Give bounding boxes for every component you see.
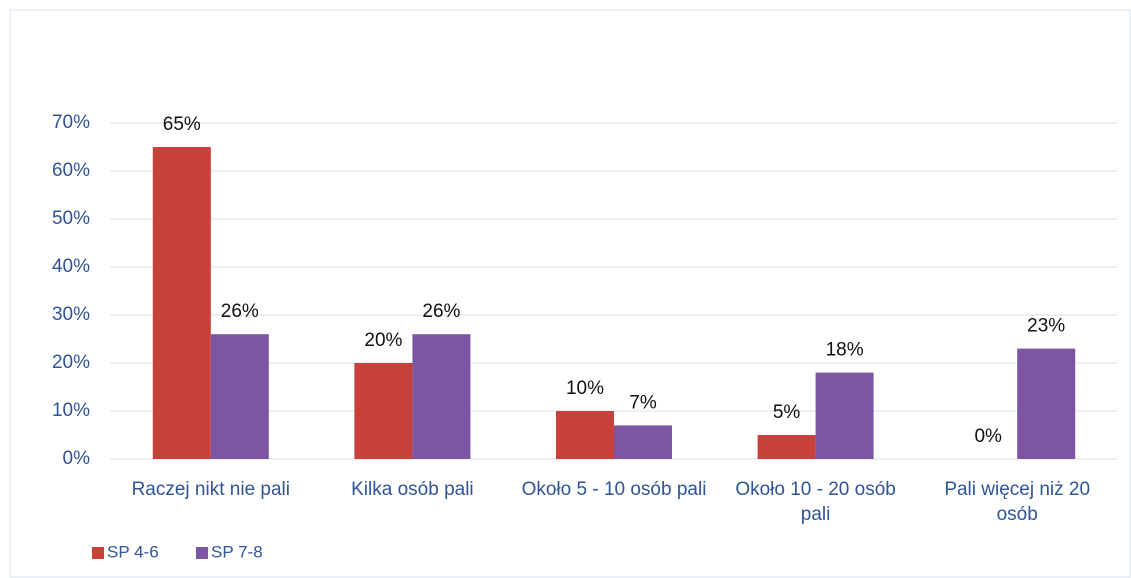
y-tick-label: 70% bbox=[52, 112, 90, 133]
chart-border bbox=[9, 9, 1131, 578]
y-tick-label: 30% bbox=[52, 304, 90, 325]
value-label: 5% bbox=[773, 402, 801, 423]
value-label: 10% bbox=[566, 378, 604, 399]
bar bbox=[210, 334, 269, 459]
legend-label: SP 7-8 bbox=[211, 542, 263, 561]
y-tick-label: 10% bbox=[52, 400, 90, 421]
x-tick-label: Około 5 - 10 osób pali bbox=[521, 479, 707, 500]
legend-swatch bbox=[92, 547, 104, 559]
value-label: 23% bbox=[1027, 316, 1065, 337]
bar bbox=[815, 372, 874, 459]
y-tick-label: 50% bbox=[52, 208, 90, 229]
value-label: 65% bbox=[163, 114, 201, 135]
value-label: 7% bbox=[629, 392, 657, 413]
bar bbox=[152, 147, 211, 459]
bar bbox=[412, 334, 471, 459]
x-tick-label: Pali więcej niż 20 osób bbox=[944, 479, 1091, 525]
value-label: 26% bbox=[422, 301, 460, 322]
x-tick-label: Kilka osób pali bbox=[351, 479, 474, 500]
y-tick-label: 60% bbox=[52, 160, 90, 181]
value-label: 18% bbox=[826, 340, 864, 361]
value-label: 20% bbox=[364, 330, 402, 351]
value-label: 26% bbox=[221, 301, 259, 322]
y-tick-label: 20% bbox=[52, 352, 90, 373]
x-tick-label: Raczej nikt nie pali bbox=[131, 479, 290, 500]
bar bbox=[757, 435, 816, 459]
bar bbox=[556, 411, 614, 459]
y-tick-label: 0% bbox=[63, 448, 91, 469]
bar bbox=[354, 363, 413, 459]
bar bbox=[1017, 348, 1076, 459]
value-label: 0% bbox=[974, 426, 1002, 447]
bar bbox=[614, 425, 672, 459]
y-tick-label: 40% bbox=[52, 256, 90, 277]
legend-label: SP 4-6 bbox=[107, 542, 159, 561]
x-tick-label: Około 10 - 20 osób pali bbox=[735, 479, 896, 525]
legend-swatch bbox=[196, 547, 208, 559]
